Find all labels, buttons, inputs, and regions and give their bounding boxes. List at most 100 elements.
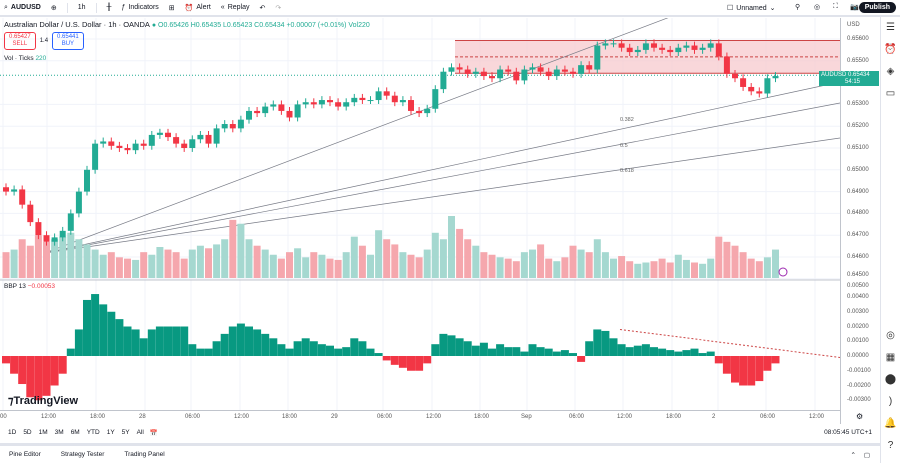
templates-icon[interactable]: ⊞: [168, 4, 175, 12]
alarm-clock-icon[interactable]: ⏰: [884, 44, 897, 55]
volume-bar: [626, 261, 634, 278]
candle-body: [351, 97, 358, 103]
layers-icon[interactable]: ◈: [886, 66, 895, 77]
range-1d[interactable]: 1D: [8, 429, 17, 436]
candle-body: [408, 100, 414, 111]
candle-body: [237, 119, 244, 129]
candle-body: [424, 108, 431, 114]
range-ytd[interactable]: YTD: [86, 429, 100, 436]
bell-icon[interactable]: 🔔: [884, 418, 897, 429]
volume-bar: [99, 254, 107, 278]
volume-bar: [423, 249, 431, 278]
settings-icon[interactable]: ◎: [814, 4, 821, 11]
bbp-bar: [674, 351, 683, 356]
candle-body: [156, 132, 163, 135]
fullscreen-icon[interactable]: ⛶: [833, 3, 838, 10]
undo-icon[interactable]: ↶: [259, 4, 266, 12]
range-all[interactable]: All: [136, 429, 144, 436]
volume-bar: [658, 258, 666, 278]
volume-bar: [610, 258, 617, 278]
range-1m[interactable]: 1M: [38, 429, 48, 436]
price-tick: 0.64800: [847, 210, 869, 217]
camera-icon[interactable]: 📷: [850, 4, 859, 11]
volume-bar: [164, 249, 172, 278]
range-1y[interactable]: 1Y: [106, 429, 115, 436]
apps-icon[interactable]: ⬤: [884, 374, 897, 385]
goto-date-icon[interactable]: 📅: [149, 429, 158, 437]
replay-icon: «: [220, 4, 225, 11]
range-5y[interactable]: 5Y: [121, 429, 130, 436]
redo-icon[interactable]: ↷: [275, 4, 282, 12]
volume-bar: [561, 257, 569, 278]
bbp-bar: [763, 356, 772, 371]
candle-body: [626, 47, 633, 53]
range-5d[interactable]: 5D: [23, 429, 32, 436]
candle-body: [92, 143, 99, 170]
bbp-bar: [155, 326, 164, 356]
candles-icon[interactable]: ╫: [106, 4, 112, 11]
bbp-bar: [74, 329, 83, 356]
quick-search-icon[interactable]: ⚲: [795, 4, 801, 11]
alert-button[interactable]: ⏰ Alert: [184, 4, 211, 12]
help-icon[interactable]: ?: [887, 440, 894, 451]
bbp-bar: [471, 345, 480, 356]
candle-body: [181, 143, 188, 148]
target-icon[interactable]: ◎: [886, 330, 895, 341]
bbp-bar: [398, 356, 407, 368]
time-axis[interactable]: 00 12:00 18:00 28 06:00 12:00 18:00 29 06:00 12:0…: [0, 410, 840, 424]
candle-body: [375, 91, 382, 101]
candle-body: [448, 67, 455, 72]
price-axis[interactable]: USD 0.65600 0.65500 0.65300 0.65200 0.65100 0…: [819, 18, 880, 424]
volume-bar: [755, 261, 763, 278]
chat-icon[interactable]: ▭: [885, 88, 896, 99]
bbp-bar: [366, 348, 375, 356]
bbp-bar: [99, 304, 108, 356]
range-6m[interactable]: 6M: [70, 429, 80, 436]
calendar-icon[interactable]: ▦: [885, 352, 896, 363]
publish-button[interactable]: Publish: [858, 2, 896, 13]
bbp-tick: 0.00100: [847, 338, 869, 345]
tab-pine-editor[interactable]: Pine Editor: [9, 451, 41, 458]
maximize-icon[interactable]: ▢: [863, 451, 870, 459]
range-3m[interactable]: 3M: [54, 429, 64, 436]
volume-bar: [18, 239, 26, 278]
volume-bar: [277, 258, 285, 278]
layout-menu[interactable]: ☐ Unnamed ⌄: [727, 4, 776, 13]
volume-bar: [26, 245, 34, 278]
candle-body: [497, 69, 504, 79]
clock[interactable]: 08:05:45 UTC+1: [824, 429, 872, 436]
bbp-bar: [382, 356, 391, 361]
candle-body: [764, 78, 771, 94]
volume-bar: [634, 263, 642, 278]
replay-button[interactable]: «Replay: [220, 4, 250, 11]
bbp-bar: [407, 356, 415, 371]
volume-bar: [229, 219, 237, 278]
ohlc-values: O0.65426 H0.65435 L0.65423 C0.65434 +0.0…: [158, 22, 370, 29]
volume-bar: [553, 261, 561, 278]
candle-body: [723, 56, 730, 74]
axis-settings-icon[interactable]: ⚙: [856, 412, 864, 421]
collapse-icon[interactable]: ⌃: [850, 451, 856, 459]
volume-bar: [148, 254, 156, 278]
compare-icon[interactable]: ⊕: [50, 4, 57, 12]
buy-button[interactable]: 0.65441 BUY: [52, 32, 84, 50]
candle-body: [270, 104, 277, 107]
bbp-bar: [739, 356, 748, 386]
chart-canvas[interactable]: [0, 18, 840, 410]
volume-bar: [747, 258, 755, 278]
bbp-bar: [83, 299, 91, 356]
bbp-bar: [253, 329, 262, 356]
signal-icon[interactable]: ): [888, 396, 893, 407]
tab-trading-panel[interactable]: Trading Panel: [124, 451, 165, 458]
watchlist-icon[interactable]: ☰: [886, 22, 895, 33]
sell-button[interactable]: 0.65427 SELL: [4, 32, 36, 50]
bbp-bar: [164, 326, 172, 356]
interval-button[interactable]: 1h: [77, 4, 86, 11]
time-tick: 29: [331, 414, 338, 420]
symbol-search[interactable]: ⌕ AUDUSD: [4, 3, 41, 12]
candle-body: [570, 71, 576, 74]
tab-strategy-tester[interactable]: Strategy Tester: [60, 451, 105, 458]
price-tick: 0.64700: [847, 232, 869, 239]
indicators-button[interactable]: ƒ Indicators: [121, 4, 159, 11]
bbp-bar: [50, 356, 59, 386]
